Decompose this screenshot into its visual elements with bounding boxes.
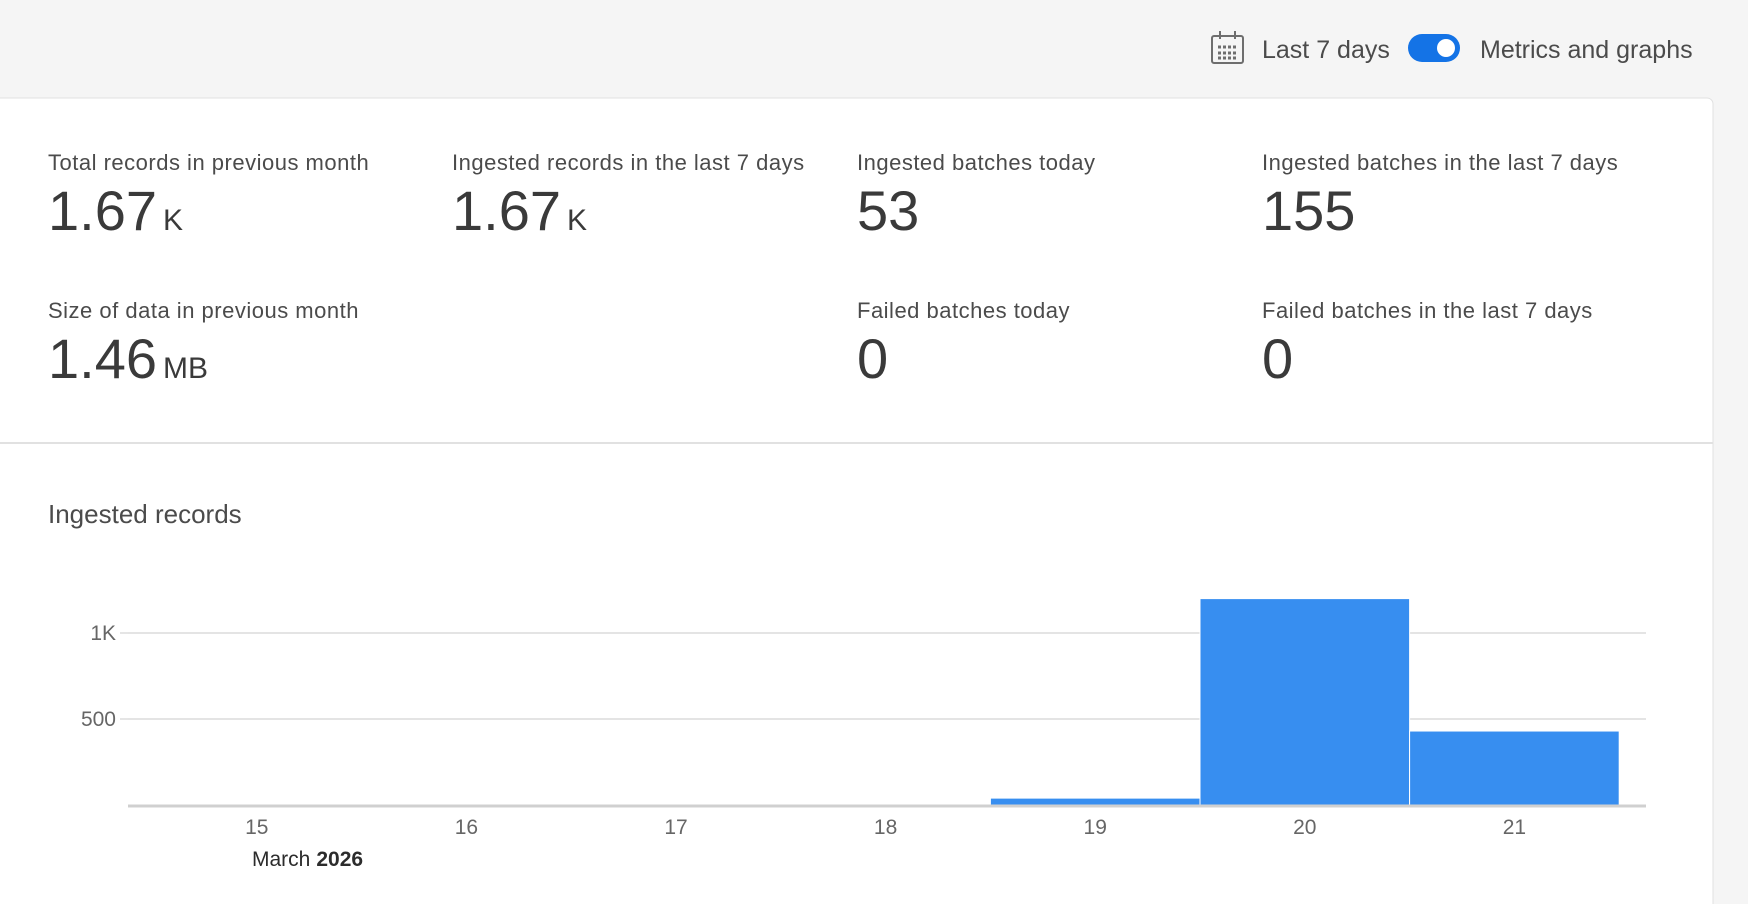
- month: March: [252, 848, 310, 871]
- metric-unit: MB: [163, 352, 208, 385]
- y-tick-label: 1K: [90, 622, 116, 645]
- year: 2026: [316, 848, 363, 871]
- x-tick-label: 18: [874, 816, 897, 839]
- metric-number: 53: [857, 179, 919, 242]
- metric-value: 0: [1262, 327, 1293, 390]
- metric-value: 155: [1262, 179, 1355, 242]
- toggle-label[interactable]: Metrics and graphs: [1480, 36, 1693, 64]
- date-range[interactable]: Last 7 days: [1262, 36, 1390, 64]
- metric-label: Failed batches in the last 7 days: [1262, 298, 1593, 323]
- metric-label: Ingested batches today: [857, 150, 1096, 175]
- metric-value: 53: [857, 179, 919, 242]
- metric-label: Size of data in previous month: [48, 298, 359, 323]
- chart-title: Ingested records: [48, 499, 242, 529]
- metric-label: Ingested batches in the last 7 days: [1262, 150, 1618, 175]
- bar: [1409, 730, 1620, 806]
- metric-value: 0: [857, 327, 888, 390]
- toggle[interactable]: [1408, 34, 1460, 62]
- x-tick-label: 20: [1293, 816, 1316, 839]
- y-tick-label: 500: [81, 708, 116, 731]
- metric-unit: K: [567, 204, 587, 237]
- x-tick-label: 19: [1084, 816, 1107, 839]
- metric-number: 0: [1262, 327, 1293, 390]
- metric-number: 1.67: [48, 179, 157, 242]
- x-tick-label: 21: [1503, 816, 1526, 839]
- metric-label: Failed batches today: [857, 298, 1070, 323]
- metric-number: 1.46: [48, 327, 157, 390]
- metric-number: 155: [1262, 179, 1355, 242]
- metric-value: 1.67 K: [452, 179, 587, 242]
- metric-label: Ingested records in the last 7 days: [452, 150, 805, 175]
- x-axis-period: March 2026: [252, 848, 363, 871]
- calendar-icon[interactable]: [1211, 31, 1244, 64]
- metric-value: 1.46 MB: [48, 327, 208, 390]
- metric-number: 0: [857, 327, 888, 390]
- bar: [989, 797, 1201, 806]
- metric-value: 1.67 K: [48, 179, 183, 242]
- metric-unit: K: [163, 204, 183, 237]
- x-tick-label: 15: [245, 816, 268, 839]
- bar: [1199, 598, 1411, 806]
- metric-number: 1.67: [452, 179, 561, 242]
- x-tick-label: 17: [664, 816, 687, 839]
- x-tick-label: 16: [455, 816, 478, 839]
- metric-label: Total records in previous month: [48, 150, 369, 175]
